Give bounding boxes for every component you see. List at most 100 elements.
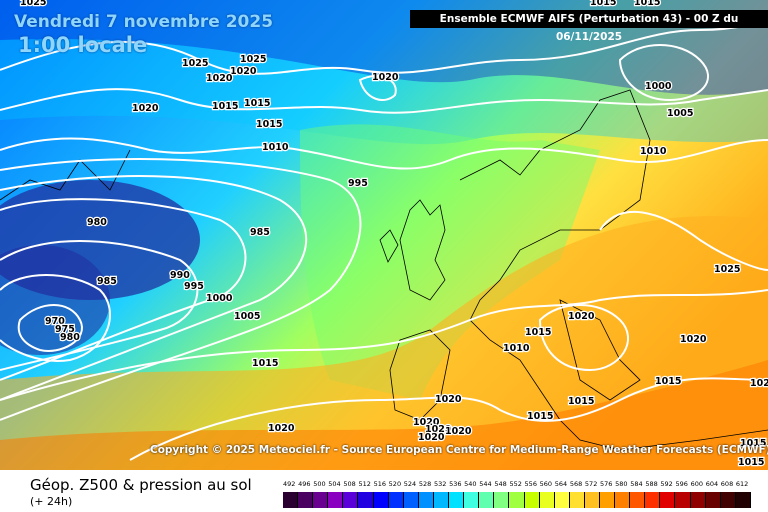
isobar-label: 1005 — [234, 311, 260, 322]
isobar-label: 1015 — [634, 0, 660, 8]
isobar-label: 970 — [45, 316, 65, 327]
isobar-label: 1020 — [680, 334, 707, 345]
legend-value: 612 — [735, 480, 749, 488]
isobar-label: 1015 — [590, 0, 616, 8]
legend-swatch — [358, 492, 374, 508]
legend-value: 572 — [584, 480, 598, 488]
legend-swatch — [509, 492, 525, 508]
isobar-label: 1015 — [212, 101, 238, 112]
isobar-label: 985 — [250, 227, 270, 238]
weather-map: 1025 1025 1020 1025 1020 1020 1015 1015 … — [0, 0, 768, 470]
legend-value: 492 — [283, 480, 296, 488]
legend-swatch — [554, 492, 570, 508]
map-type-title: Géop. Z500 & pression au sol — [30, 476, 252, 494]
legend-value: 560 — [539, 480, 553, 488]
legend-value: 496 — [298, 480, 311, 488]
isobar-label: 1015 — [740, 438, 766, 449]
isobar-label: 1010 — [503, 343, 530, 354]
legend-swatch — [328, 492, 344, 508]
legend-swatch — [599, 492, 616, 508]
legend-swatch — [373, 492, 389, 508]
legend-swatch — [735, 492, 751, 508]
isobar-label: 975 — [55, 324, 75, 335]
coastlines — [0, 89, 768, 451]
isobar-label: 1010 — [640, 146, 667, 157]
z500-band-south — [0, 216, 768, 470]
isobar-label: 1020 — [268, 423, 295, 434]
legend-value: 608 — [720, 480, 734, 488]
isobar-label: 1020 — [230, 66, 257, 77]
isobar-label: 1020 — [413, 417, 440, 428]
isobar-lines — [0, 19, 768, 461]
legend-swatch — [720, 492, 736, 508]
isobar-label: 1020 — [418, 432, 445, 443]
isobar-label: 1020 — [132, 103, 159, 114]
legend-swatch — [283, 492, 299, 508]
legend-value: 524 — [403, 480, 417, 488]
isobar-label: 1015 — [525, 327, 551, 338]
legend-value: 588 — [645, 480, 658, 488]
isobar-labels: 1025 1025 1020 1025 1020 1020 1015 1015 … — [19, 0, 768, 469]
legend-value: 520 — [388, 480, 402, 488]
isobar-label: 1025 — [182, 58, 208, 69]
z500-band-green — [300, 124, 600, 400]
legend-swatch — [343, 492, 359, 508]
isobar-label: 1025 — [20, 0, 46, 8]
legend-swatch — [660, 492, 676, 508]
isobar-label: 1015 — [527, 411, 553, 422]
isobar-label: 985 — [97, 276, 117, 287]
isobar-label: 1020 — [206, 73, 233, 84]
legend-value: 568 — [569, 480, 583, 488]
legend-swatch — [569, 492, 585, 508]
forecast-lead-time: (+ 24h) — [30, 495, 73, 508]
legend-swatch — [690, 492, 706, 508]
legend-swatch — [313, 492, 329, 508]
z500-band-north-light — [0, 38, 768, 145]
legend-swatch — [449, 492, 465, 508]
isobar-label: 980 — [60, 332, 80, 343]
legend-value: 516 — [373, 480, 386, 488]
isobar-label: 1000 — [206, 293, 233, 304]
isobar-label: 1020 — [435, 394, 462, 405]
legend-value: 592 — [660, 480, 673, 488]
legend-value: 600 — [690, 480, 704, 488]
isobar-label: 1015 — [244, 98, 270, 109]
legend-swatch — [433, 492, 450, 508]
legend-value: 576 — [600, 480, 613, 488]
legend-swatch — [479, 492, 495, 508]
isobar-label: 1020 — [372, 72, 399, 83]
legend-value: 504 — [328, 480, 341, 488]
isobar-label: 995 — [184, 281, 204, 292]
legend-value: 548 — [494, 480, 507, 488]
legend-value: 556 — [524, 480, 537, 488]
isobar-label: 1015 — [738, 457, 764, 468]
legend-swatch — [403, 492, 419, 508]
legend-swatch — [298, 492, 314, 508]
copyright-notice: Copyright © 2025 Meteociel.fr - Source E… — [150, 444, 768, 456]
legend-value: 528 — [418, 480, 432, 488]
isobar-label: 990 — [170, 270, 190, 281]
legend-labels: 492 496 500 504 508 512 516 520 524 528 532 536 540 5… — [283, 480, 751, 490]
legend-swatch — [584, 492, 600, 508]
z500-band-south-deep — [0, 360, 768, 470]
isobar-label: 1020 — [750, 378, 768, 389]
legend-value: 540 — [464, 480, 477, 488]
isobar-label: 1020 — [425, 424, 452, 435]
isobar-label: 1020 — [445, 426, 472, 437]
color-legend: 492 496 500 504 508 512 516 520 524 528 532 536 540 5… — [283, 480, 751, 510]
legend-value: 580 — [615, 480, 628, 488]
footer: Géop. Z500 & pression au sol (+ 24h) 492… — [0, 470, 768, 512]
legend-value: 508 — [343, 480, 356, 488]
isobar-label: 1025 — [714, 264, 740, 275]
legend-value: 532 — [433, 480, 447, 488]
isobar-label: 995 — [348, 178, 368, 189]
legend-value: 584 — [630, 480, 643, 488]
legend-swatches — [283, 492, 751, 508]
isobar-label: 1015 — [655, 376, 681, 387]
legend-swatch — [615, 492, 631, 508]
isobar-label: 1015 — [568, 396, 594, 407]
legend-swatch — [675, 492, 691, 508]
legend-swatch — [645, 492, 661, 508]
legend-value: 544 — [479, 480, 492, 488]
legend-value: 552 — [509, 480, 522, 488]
